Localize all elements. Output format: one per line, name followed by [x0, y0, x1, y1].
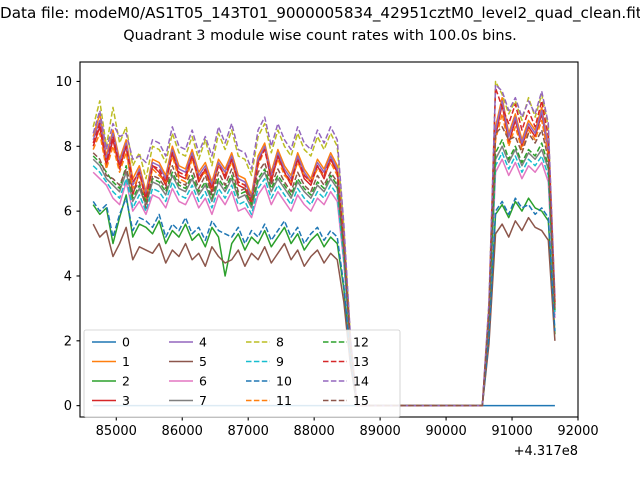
- legend-label-11: 11: [276, 393, 292, 408]
- legend-label-3: 3: [122, 393, 130, 408]
- x-tick-label: 92000: [557, 424, 598, 439]
- legend-label-8: 8: [276, 335, 284, 350]
- tick-labels-layer: 85000 86000 87000 88000 89000 90000 91000 92000…: [55, 75, 598, 459]
- series-line-6: [92, 158, 556, 407]
- x-tick-label: 89000: [359, 424, 400, 439]
- series-line-5: [92, 216, 556, 407]
- legend-frame: [83, 329, 401, 418]
- series-line-15: [92, 126, 556, 407]
- legend-label-13: 13: [353, 354, 369, 369]
- series-line-14: [92, 83, 556, 407]
- legend-label-4: 4: [199, 335, 207, 350]
- x-tick-label: 85000: [96, 424, 137, 439]
- legend-label-5: 5: [199, 354, 207, 369]
- figure-suptitle: Data file: modeM0/AS1T05_143T01_90000058…: [0, 4, 640, 22]
- legend-label-0: 0: [122, 335, 130, 350]
- y-tick-label: 4: [64, 269, 72, 284]
- series-line-2: [92, 194, 556, 407]
- legend-label-2: 2: [122, 374, 130, 389]
- series-line-9: [92, 152, 556, 407]
- legend-label-6: 6: [199, 374, 207, 389]
- legend-label-15: 15: [353, 393, 369, 408]
- y-tick-label: 8: [64, 140, 72, 155]
- series-line-12: [92, 139, 556, 407]
- x-tick-label: 90000: [425, 424, 466, 439]
- series-line-7: [92, 145, 556, 407]
- y-tick-label: 6: [64, 205, 72, 220]
- x-axis-offset-label: +4.317e8: [514, 444, 578, 459]
- y-tick-label: 0: [64, 399, 72, 414]
- legend-label-9: 9: [276, 354, 284, 369]
- legend-label-14: 14: [353, 374, 369, 389]
- legend-label-7: 7: [199, 393, 207, 408]
- x-tick-label: 86000: [162, 424, 203, 439]
- legend-label-10: 10: [276, 374, 292, 389]
- series-line-8: [92, 80, 556, 407]
- y-tick-label: 2: [64, 334, 72, 349]
- series-line-13: [92, 87, 556, 407]
- legend-label-12: 12: [353, 335, 369, 350]
- series-line-10: [92, 197, 556, 407]
- x-tick-label: 88000: [293, 424, 334, 439]
- x-tick-label: 91000: [491, 424, 532, 439]
- series-line-4: [92, 100, 556, 407]
- axes-title: Quadrant 3 module wise count rates with …: [123, 28, 517, 44]
- y-tick-label: 10: [55, 75, 72, 90]
- x-tick-label: 87000: [228, 424, 269, 439]
- data-series-layer: [92, 80, 556, 407]
- legend-label-1: 1: [122, 354, 130, 369]
